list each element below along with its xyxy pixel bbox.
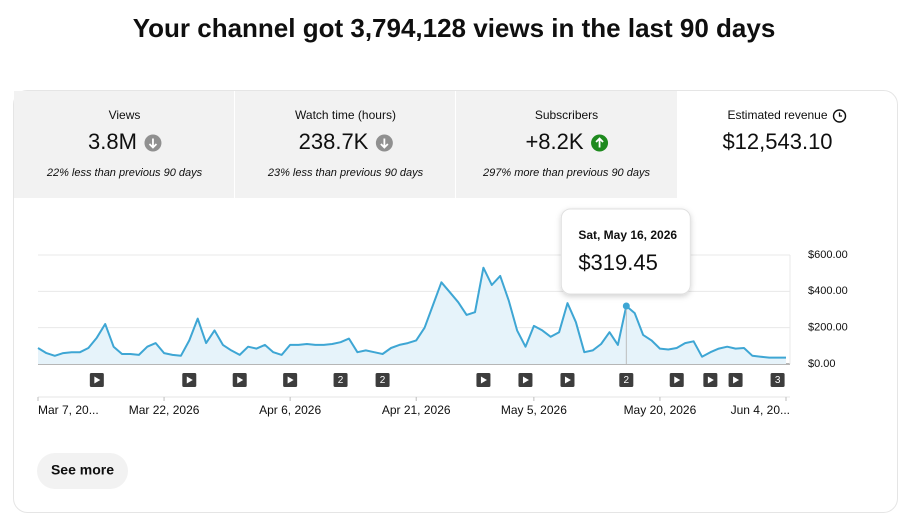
y-tick-label: $200.00 bbox=[808, 322, 848, 334]
metric-note: 297% more than previous 90 days bbox=[482, 167, 650, 179]
play-icon bbox=[564, 376, 571, 384]
trend-arrow bbox=[595, 137, 604, 148]
x-tick-label: May 5, 2026 bbox=[501, 403, 567, 417]
play-icon bbox=[707, 376, 714, 384]
video-marker bbox=[619, 373, 634, 387]
video-count: 2 bbox=[338, 375, 344, 386]
x-tick-label: Apr 21, 2026 bbox=[382, 403, 451, 417]
tooltip bbox=[560, 208, 691, 295]
x-tick-label: May 20, 2026 bbox=[624, 403, 697, 417]
y-tick-label: $600.00 bbox=[808, 249, 848, 261]
trend-arrow bbox=[380, 138, 389, 149]
metric-value: 3.8M bbox=[88, 129, 137, 154]
play-icon bbox=[522, 376, 529, 384]
metric-label: Estimated revenue bbox=[727, 108, 827, 122]
metric-label: Subscribers bbox=[535, 108, 598, 122]
x-tick-label: Mar 22, 2026 bbox=[129, 403, 200, 417]
tooltip-value: $319.45 bbox=[578, 250, 658, 275]
metric-label: Views bbox=[109, 108, 141, 122]
metric-note: 23% less than previous 90 days bbox=[267, 167, 424, 179]
video-count: 2 bbox=[380, 375, 386, 386]
play-icon bbox=[237, 376, 244, 384]
play-icon bbox=[480, 376, 487, 384]
x-tick-label: Apr 6, 2026 bbox=[259, 403, 321, 417]
trend-arrow bbox=[148, 138, 158, 149]
tooltip-date: Sat, May 16, 2026 bbox=[578, 228, 677, 242]
x-tick-label: Jun 4, 20... bbox=[731, 403, 790, 417]
metric-note: 22% less than previous 90 days bbox=[46, 167, 203, 179]
video-count: 3 bbox=[775, 375, 781, 386]
video-marker bbox=[333, 373, 348, 387]
metric-tab bbox=[14, 91, 234, 198]
metric-tab bbox=[456, 91, 677, 198]
see-more-button[interactable] bbox=[37, 453, 128, 489]
metric-value: +8.2K bbox=[525, 129, 583, 154]
video-marker bbox=[375, 373, 390, 387]
metric-value: $12,543.10 bbox=[722, 129, 832, 154]
clock-icon bbox=[832, 109, 847, 123]
x-tick-label: Mar 7, 20... bbox=[38, 403, 99, 417]
metric-label: Watch time (hours) bbox=[295, 108, 396, 122]
play-icon bbox=[94, 376, 101, 384]
play-icon bbox=[733, 376, 740, 384]
y-tick-label: $0.00 bbox=[808, 358, 836, 370]
metric-tab bbox=[235, 91, 455, 198]
video-marker bbox=[770, 373, 785, 387]
line bbox=[37, 266, 786, 359]
hover-point bbox=[622, 302, 630, 310]
page-title: Your channel got 3,794,128 views in the … bbox=[133, 13, 776, 43]
video-count: 2 bbox=[624, 375, 630, 386]
metric-value: 238.7K bbox=[299, 129, 369, 154]
y-tick-label: $400.00 bbox=[808, 285, 848, 297]
play-icon bbox=[186, 376, 193, 384]
see-more-label[interactable]: See more bbox=[51, 462, 114, 478]
clock-hands bbox=[838, 112, 843, 117]
play-icon bbox=[674, 376, 681, 384]
area bbox=[38, 267, 786, 364]
play-icon bbox=[287, 376, 294, 384]
